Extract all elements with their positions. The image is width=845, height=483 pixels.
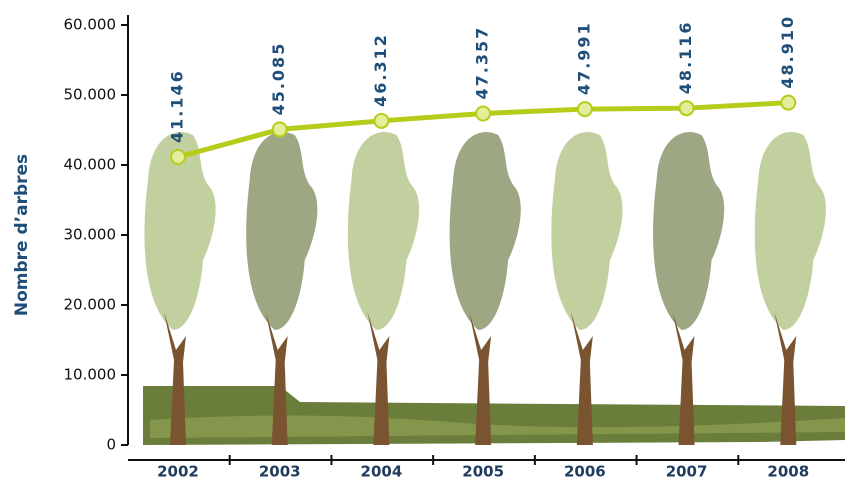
- value-label: 46.312: [371, 33, 390, 107]
- x-tick-label: 2003: [259, 463, 301, 481]
- point: [578, 102, 592, 116]
- value-label: 47.991: [574, 21, 593, 95]
- tree-canopy: [348, 132, 419, 330]
- y-tick-label: 40.000: [64, 156, 117, 174]
- value-label: 48.116: [676, 20, 695, 94]
- ground: [143, 386, 845, 445]
- tree-canopy: [450, 132, 521, 330]
- x-tick-label: 2007: [666, 463, 708, 481]
- point: [781, 96, 795, 110]
- tree-canopy: [653, 132, 724, 330]
- chart: Nombre d’arbres 0 10.000 20.000 30.000 40.00…: [0, 0, 845, 483]
- point: [374, 114, 388, 128]
- x-tick-label: 2008: [767, 463, 809, 481]
- x-tick-label: 2002: [157, 463, 199, 481]
- y-tick-label: 60.000: [64, 16, 117, 34]
- x-tick-label: 2005: [462, 463, 504, 481]
- value-label: 45.085: [269, 42, 288, 116]
- x-tick-label: 2006: [564, 463, 606, 481]
- y-tick-label: 30.000: [64, 226, 117, 244]
- point: [273, 122, 287, 136]
- tree-canopy: [246, 132, 317, 330]
- value-label: 48.910: [778, 15, 797, 89]
- y-tick-label: 0: [106, 436, 116, 454]
- y-axis-label: Nombre d’arbres: [12, 154, 32, 316]
- value-label: 47.357: [473, 26, 492, 100]
- tree-canopy: [755, 132, 826, 330]
- point: [680, 101, 694, 115]
- value-label: 41.146: [168, 69, 187, 143]
- y-tick-label: 10.000: [64, 366, 117, 384]
- x-tick-label: 2004: [361, 463, 403, 481]
- point: [476, 107, 490, 121]
- y-tick-label: 20.000: [64, 296, 117, 314]
- point: [171, 150, 185, 164]
- y-tick-label: 50.000: [64, 86, 117, 104]
- tree-canopy: [551, 132, 622, 330]
